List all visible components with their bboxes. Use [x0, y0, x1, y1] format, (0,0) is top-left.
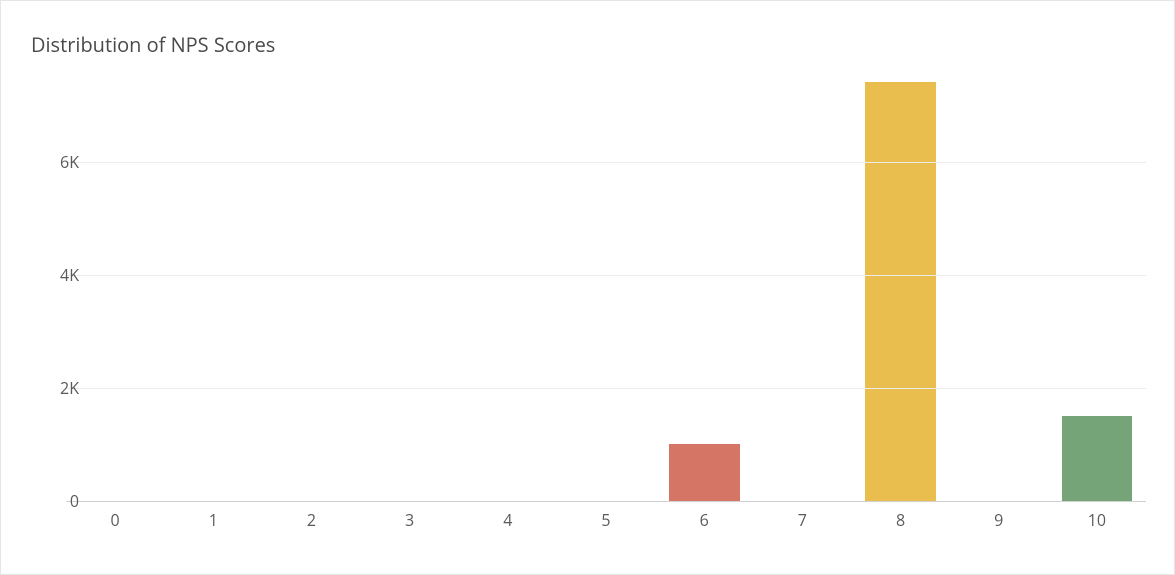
y-tick-label: 6K	[29, 151, 79, 173]
x-tick-label: 4	[503, 509, 512, 531]
nps-chart-container: Distribution of NPS Scores 0 2K 4K 6K 0 1 2 3 4 5…	[0, 0, 1175, 575]
x-axis-line	[66, 501, 1146, 502]
x-tick-label: 0	[111, 509, 120, 531]
grid-line	[66, 275, 1146, 276]
x-tick-label: 1	[209, 509, 218, 531]
x-tick-label: 2	[307, 509, 316, 531]
bar	[669, 444, 740, 501]
plot-area	[66, 71, 1146, 501]
grid-line	[66, 388, 1146, 389]
chart-title: Distribution of NPS Scores	[31, 31, 275, 58]
y-tick-label: 2K	[29, 377, 79, 399]
x-tick-label: 10	[1088, 509, 1106, 531]
x-tick-label: 9	[994, 509, 1003, 531]
x-tick-label: 3	[405, 509, 414, 531]
y-tick-label: 4K	[29, 264, 79, 286]
x-tick-label: 8	[896, 509, 905, 531]
bar	[865, 82, 936, 501]
x-tick-label: 6	[700, 509, 709, 531]
bars-layer	[66, 71, 1146, 501]
grid-line	[66, 162, 1146, 163]
x-tick-label: 5	[601, 509, 610, 531]
bar	[1062, 416, 1133, 501]
x-tick-label: 7	[798, 509, 807, 531]
y-tick-label: 0	[29, 490, 79, 512]
